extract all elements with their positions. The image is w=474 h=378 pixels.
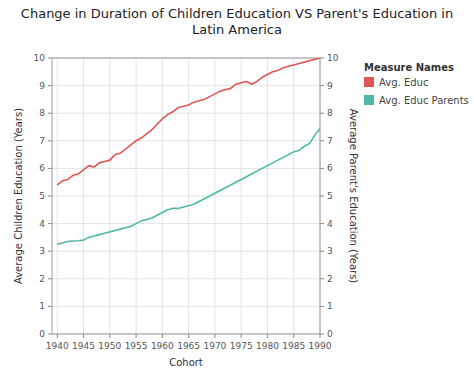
y2-axis-label: Average Parent's Education (Years) bbox=[348, 109, 359, 284]
y2-tick-label: 5 bbox=[327, 191, 333, 201]
x-tick bbox=[136, 334, 137, 338]
legend-label: Avg. Educ bbox=[379, 77, 428, 88]
y-tick bbox=[48, 223, 52, 224]
title-line: Latin America bbox=[192, 22, 282, 37]
lines bbox=[57, 58, 320, 244]
y-tick-label: 9 bbox=[39, 81, 45, 91]
y-grid-line bbox=[52, 223, 320, 224]
x-tick-label: 1980 bbox=[256, 341, 279, 351]
title: Change in Duration of Children Education… bbox=[21, 6, 453, 37]
y2-tick bbox=[320, 85, 324, 86]
y2-tick-label: 2 bbox=[327, 274, 333, 284]
x-tick-label: 1975 bbox=[230, 341, 253, 351]
x-tick-label: 1990 bbox=[309, 341, 332, 351]
y2-tick-label: 0 bbox=[327, 329, 333, 339]
y-grid-line bbox=[52, 251, 320, 252]
y2-tick bbox=[320, 196, 324, 197]
legend-swatch bbox=[364, 95, 374, 105]
x-tick bbox=[214, 334, 215, 338]
series-line bbox=[57, 58, 320, 185]
y-grid-line bbox=[52, 196, 320, 197]
y-grid-line bbox=[52, 278, 320, 279]
y2-tick-label: 4 bbox=[327, 219, 333, 229]
y-tick bbox=[48, 251, 52, 252]
y-tick-label: 3 bbox=[39, 246, 45, 256]
x-tick bbox=[241, 334, 242, 338]
x-tick-label: 1960 bbox=[151, 341, 174, 351]
y-tick bbox=[48, 140, 52, 141]
x-tick-label: 1955 bbox=[125, 341, 148, 351]
y-tick-label: 2 bbox=[39, 274, 45, 284]
chart: Change in Duration of Children Education… bbox=[0, 0, 474, 378]
y-grid-line bbox=[52, 306, 320, 307]
y-tick bbox=[48, 196, 52, 197]
x-tick-label: 1945 bbox=[72, 341, 95, 351]
y2-tick bbox=[320, 58, 324, 59]
y-tick-label: 7 bbox=[39, 136, 45, 146]
y-tick-label: 8 bbox=[39, 108, 45, 118]
y2-tick-label: 1 bbox=[327, 301, 333, 311]
y2-tick bbox=[320, 278, 324, 279]
y-tick-label: 10 bbox=[34, 53, 46, 63]
x-tick bbox=[320, 334, 321, 338]
y-tick bbox=[48, 334, 52, 335]
x-tick-label: 1970 bbox=[203, 341, 226, 351]
y2-tick bbox=[320, 251, 324, 252]
y-tick bbox=[48, 85, 52, 86]
y-tick-label: 5 bbox=[39, 191, 45, 201]
title-line: Change in Duration of Children Education… bbox=[21, 6, 453, 21]
y-tick bbox=[48, 58, 52, 59]
y2-tick-label: 9 bbox=[327, 81, 333, 91]
x-tick bbox=[188, 334, 189, 338]
y2-tick bbox=[320, 140, 324, 141]
x-tick-label: 1950 bbox=[98, 341, 121, 351]
y-grid-line bbox=[52, 113, 320, 114]
x-tick-label: 1985 bbox=[282, 341, 305, 351]
y-grid-line bbox=[52, 168, 320, 169]
x-tick bbox=[83, 334, 84, 338]
y2-tick bbox=[320, 113, 324, 114]
x-tick-label: 1940 bbox=[46, 341, 69, 351]
y-tick bbox=[48, 113, 52, 114]
x-tick bbox=[162, 334, 163, 338]
y2-tick bbox=[320, 306, 324, 307]
y-axis-label: Average Children Education (Years) bbox=[13, 108, 24, 284]
y2-tick bbox=[320, 334, 324, 335]
y-tick bbox=[48, 306, 52, 307]
y2-tick-label: 8 bbox=[327, 108, 333, 118]
legend-label: Avg. Educ Parents bbox=[379, 95, 469, 106]
y2-tick-label: 6 bbox=[327, 163, 333, 173]
plot-area bbox=[52, 58, 320, 334]
y2-tick bbox=[320, 168, 324, 169]
grid bbox=[52, 58, 320, 334]
y-tick bbox=[48, 278, 52, 279]
y2-tick-label: 10 bbox=[327, 53, 339, 63]
x-tick bbox=[267, 334, 268, 338]
y-tick-label: 4 bbox=[39, 219, 45, 229]
x-tick bbox=[109, 334, 110, 338]
y-tick bbox=[48, 168, 52, 169]
y2-tick-label: 3 bbox=[327, 246, 333, 256]
series-line bbox=[57, 128, 320, 244]
y-grid-line bbox=[52, 85, 320, 86]
x-tick bbox=[293, 334, 294, 338]
legend-swatch bbox=[364, 77, 374, 87]
y-grid-line bbox=[52, 140, 320, 141]
plot-frame bbox=[52, 58, 320, 334]
legend: Measure Names Avg. Educ Avg. Educ Parents bbox=[364, 62, 469, 106]
y2-tick-label: 7 bbox=[327, 136, 333, 146]
y-tick-label: 0 bbox=[39, 329, 45, 339]
y-tick-label: 1 bbox=[39, 301, 45, 311]
x-axis-label: Cohort bbox=[169, 357, 203, 368]
y-tick-label: 6 bbox=[39, 163, 45, 173]
x-tick-label: 1965 bbox=[177, 341, 200, 351]
legend-title: Measure Names bbox=[364, 62, 454, 73]
y2-tick bbox=[320, 223, 324, 224]
x-tick bbox=[57, 334, 58, 338]
